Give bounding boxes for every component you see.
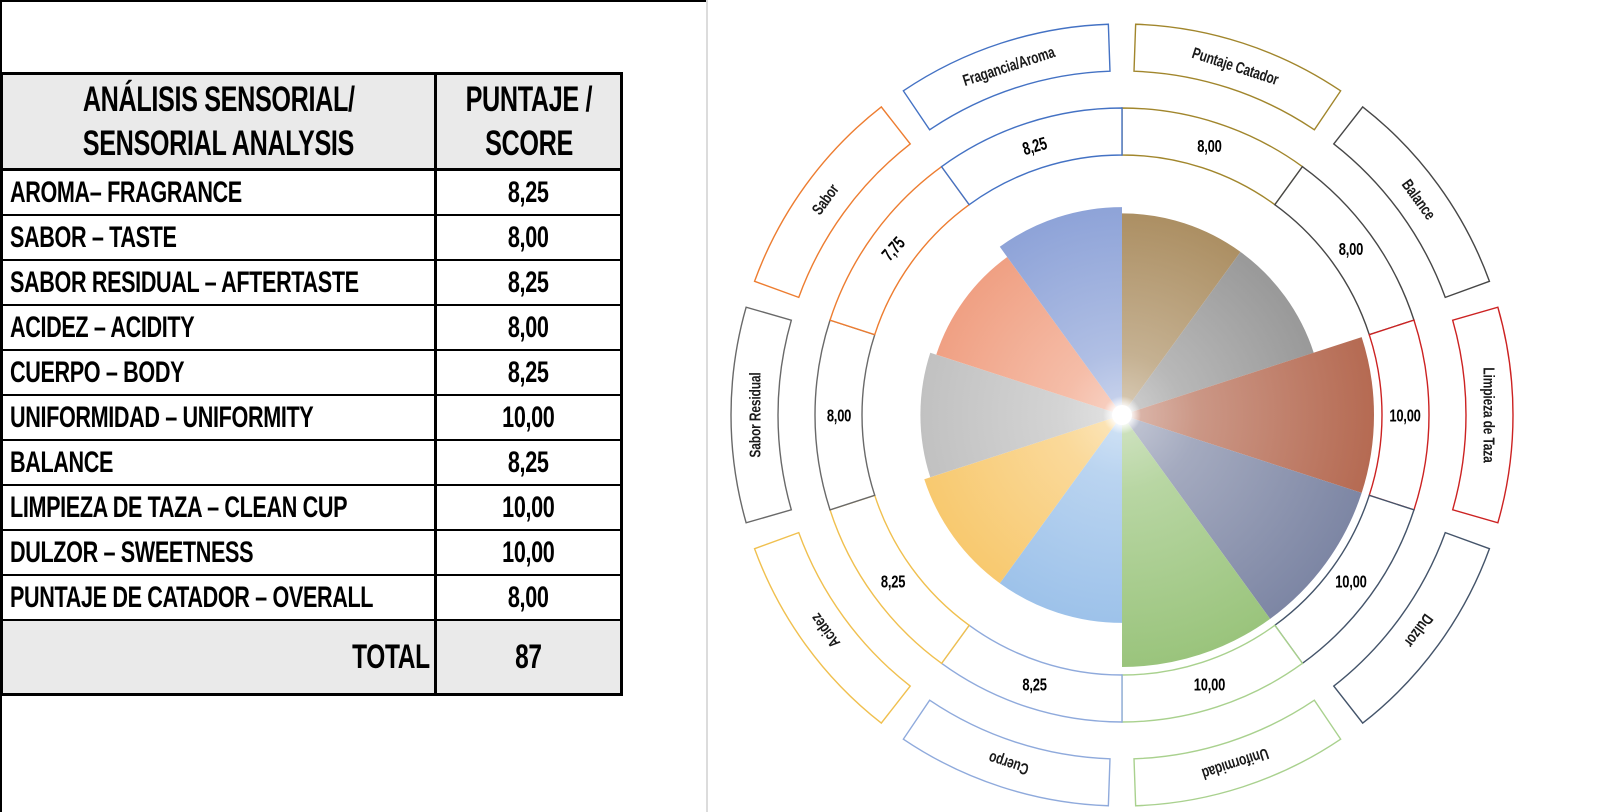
- category-ring-segment: [1451, 306, 1514, 524]
- wheel-slice: [1122, 337, 1375, 493]
- total-value-cell: 87: [434, 621, 620, 693]
- value-ring-label: 8,00: [827, 406, 852, 426]
- header-line: SENSORIAL ANALYSIS: [82, 123, 355, 163]
- wheel-slice: [999, 415, 1122, 623]
- attribute-cell: BALANCE: [10, 445, 114, 479]
- table-header-score: PUNTAJE / SCORE: [434, 75, 620, 168]
- attribute-cell: UNIFORMIDAD – UNIFORMITY: [10, 400, 314, 434]
- category-ring-segment: [1133, 699, 1342, 807]
- score-cell: 8,00: [434, 306, 620, 349]
- wheel-slice: [999, 207, 1122, 415]
- attribute-cell: DULZOR – SWEETNESS: [10, 535, 254, 569]
- category-ring-label: Limpieza de Taza: [1480, 367, 1498, 463]
- category-ring-label: Sabor Residual: [746, 372, 764, 457]
- wheel-slice: [936, 257, 1122, 415]
- attribute-cell: SABOR – TASTE: [10, 220, 177, 254]
- score-cell: 8,25: [434, 261, 620, 304]
- value-ring-label: 8,25: [881, 573, 906, 593]
- table-header-row: ANÁLISIS SENSORIAL/ SENSORIAL ANALYSIS P…: [3, 75, 620, 171]
- category-ring-segment: [1133, 23, 1342, 131]
- score-cell: 8,00: [434, 216, 620, 259]
- category-ring-segment: [902, 23, 1111, 131]
- score-cell: 8,25: [434, 351, 620, 394]
- value-ring-label: 8,25: [1022, 676, 1047, 696]
- table-row: DULZOR – SWEETNESS 10,00: [3, 531, 620, 576]
- table-total-row: TOTAL 87: [3, 621, 620, 693]
- value-ring-segment: [940, 107, 1123, 206]
- score-cell: 8,00: [434, 576, 620, 619]
- header-line: PUNTAJE /: [465, 79, 592, 119]
- table-header-analysis: ANÁLISIS SENSORIAL/ SENSORIAL ANALYSIS: [3, 75, 434, 168]
- category-ring-segment: [902, 699, 1111, 807]
- category-ring-segment: [1332, 105, 1491, 299]
- wheel-slice: [920, 352, 1122, 478]
- attribute-cell: CUERPO – BODY: [10, 355, 185, 389]
- table-row: AROMA– FRAGRANCE 8,25: [3, 171, 620, 216]
- table-row: LIMPIEZA DE TAZA – CLEAN CUP 10,00: [3, 486, 620, 531]
- category-ring-segment: [753, 105, 912, 299]
- table-row: CUERPO – BODY 8,25: [3, 351, 620, 396]
- table-row: UNIFORMIDAD – UNIFORMITY 10,00: [3, 396, 620, 441]
- category-ring-segment: [730, 306, 793, 524]
- wheel-slice: [1122, 251, 1314, 415]
- table-row: ACIDEZ – ACIDITY 8,00: [3, 306, 620, 351]
- attribute-cell: AROMA– FRAGRANCE: [10, 175, 242, 209]
- table-row: SABOR – TASTE 8,00: [3, 216, 620, 261]
- value-ring-label: 10,00: [1194, 676, 1226, 696]
- wheel-slice: [1122, 415, 1362, 619]
- wheel-hub: [1112, 405, 1132, 425]
- attribute-cell: PUNTAJE DE CATADOR – OVERALL: [10, 580, 374, 614]
- table-row: SABOR RESIDUAL – AFTERTASTE 8,25: [3, 261, 620, 306]
- score-cell: 10,00: [434, 531, 620, 574]
- table-row: BALANCE 8,25: [3, 441, 620, 486]
- score-cell: 10,00: [434, 486, 620, 529]
- score-cell: 8,25: [434, 171, 620, 214]
- page-divider: [706, 0, 708, 812]
- table-row: PUNTAJE DE CATADOR – OVERALL 8,00: [3, 576, 620, 621]
- wheel-slice: [924, 415, 1122, 584]
- value-ring-segment: [940, 624, 1123, 723]
- wheel-slice: [1122, 415, 1271, 667]
- attribute-cell: LIMPIEZA DE TAZA – CLEAN CUP: [10, 490, 348, 524]
- value-ring-label: 10,00: [1335, 573, 1367, 593]
- header-line: ANÁLISIS SENSORIAL/: [82, 79, 355, 119]
- category-ring-segment: [753, 531, 912, 725]
- sensory-score-table: ANÁLISIS SENSORIAL/ SENSORIAL ANALYSIS P…: [0, 72, 623, 696]
- score-cell: 8,25: [434, 441, 620, 484]
- value-ring-label: 8,00: [1197, 137, 1222, 157]
- page-top-border: [0, 0, 708, 2]
- attribute-cell: SABOR RESIDUAL – AFTERTASTE: [10, 265, 359, 299]
- wheel-slice: [1122, 213, 1241, 415]
- total-label-cell: TOTAL: [352, 637, 430, 676]
- value-ring-label: 8,00: [1339, 240, 1364, 260]
- category-ring-segment: [1332, 531, 1491, 725]
- value-ring-label: 10,00: [1389, 406, 1421, 426]
- attribute-cell: ACIDEZ – ACIDITY: [10, 310, 195, 344]
- score-cell: 10,00: [434, 396, 620, 439]
- header-line: SCORE: [484, 123, 573, 163]
